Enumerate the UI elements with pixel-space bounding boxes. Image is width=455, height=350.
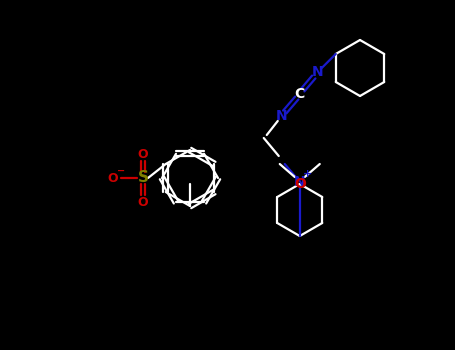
Text: −: − (117, 166, 125, 176)
Text: N: N (312, 65, 324, 79)
Text: N: N (294, 175, 306, 189)
Text: O: O (108, 172, 118, 184)
Text: O: O (138, 196, 148, 209)
Text: +: + (303, 169, 313, 179)
Text: N: N (276, 109, 288, 123)
Text: O: O (138, 147, 148, 161)
Text: C: C (295, 87, 305, 101)
Text: O: O (294, 177, 306, 191)
Text: S: S (137, 170, 148, 186)
